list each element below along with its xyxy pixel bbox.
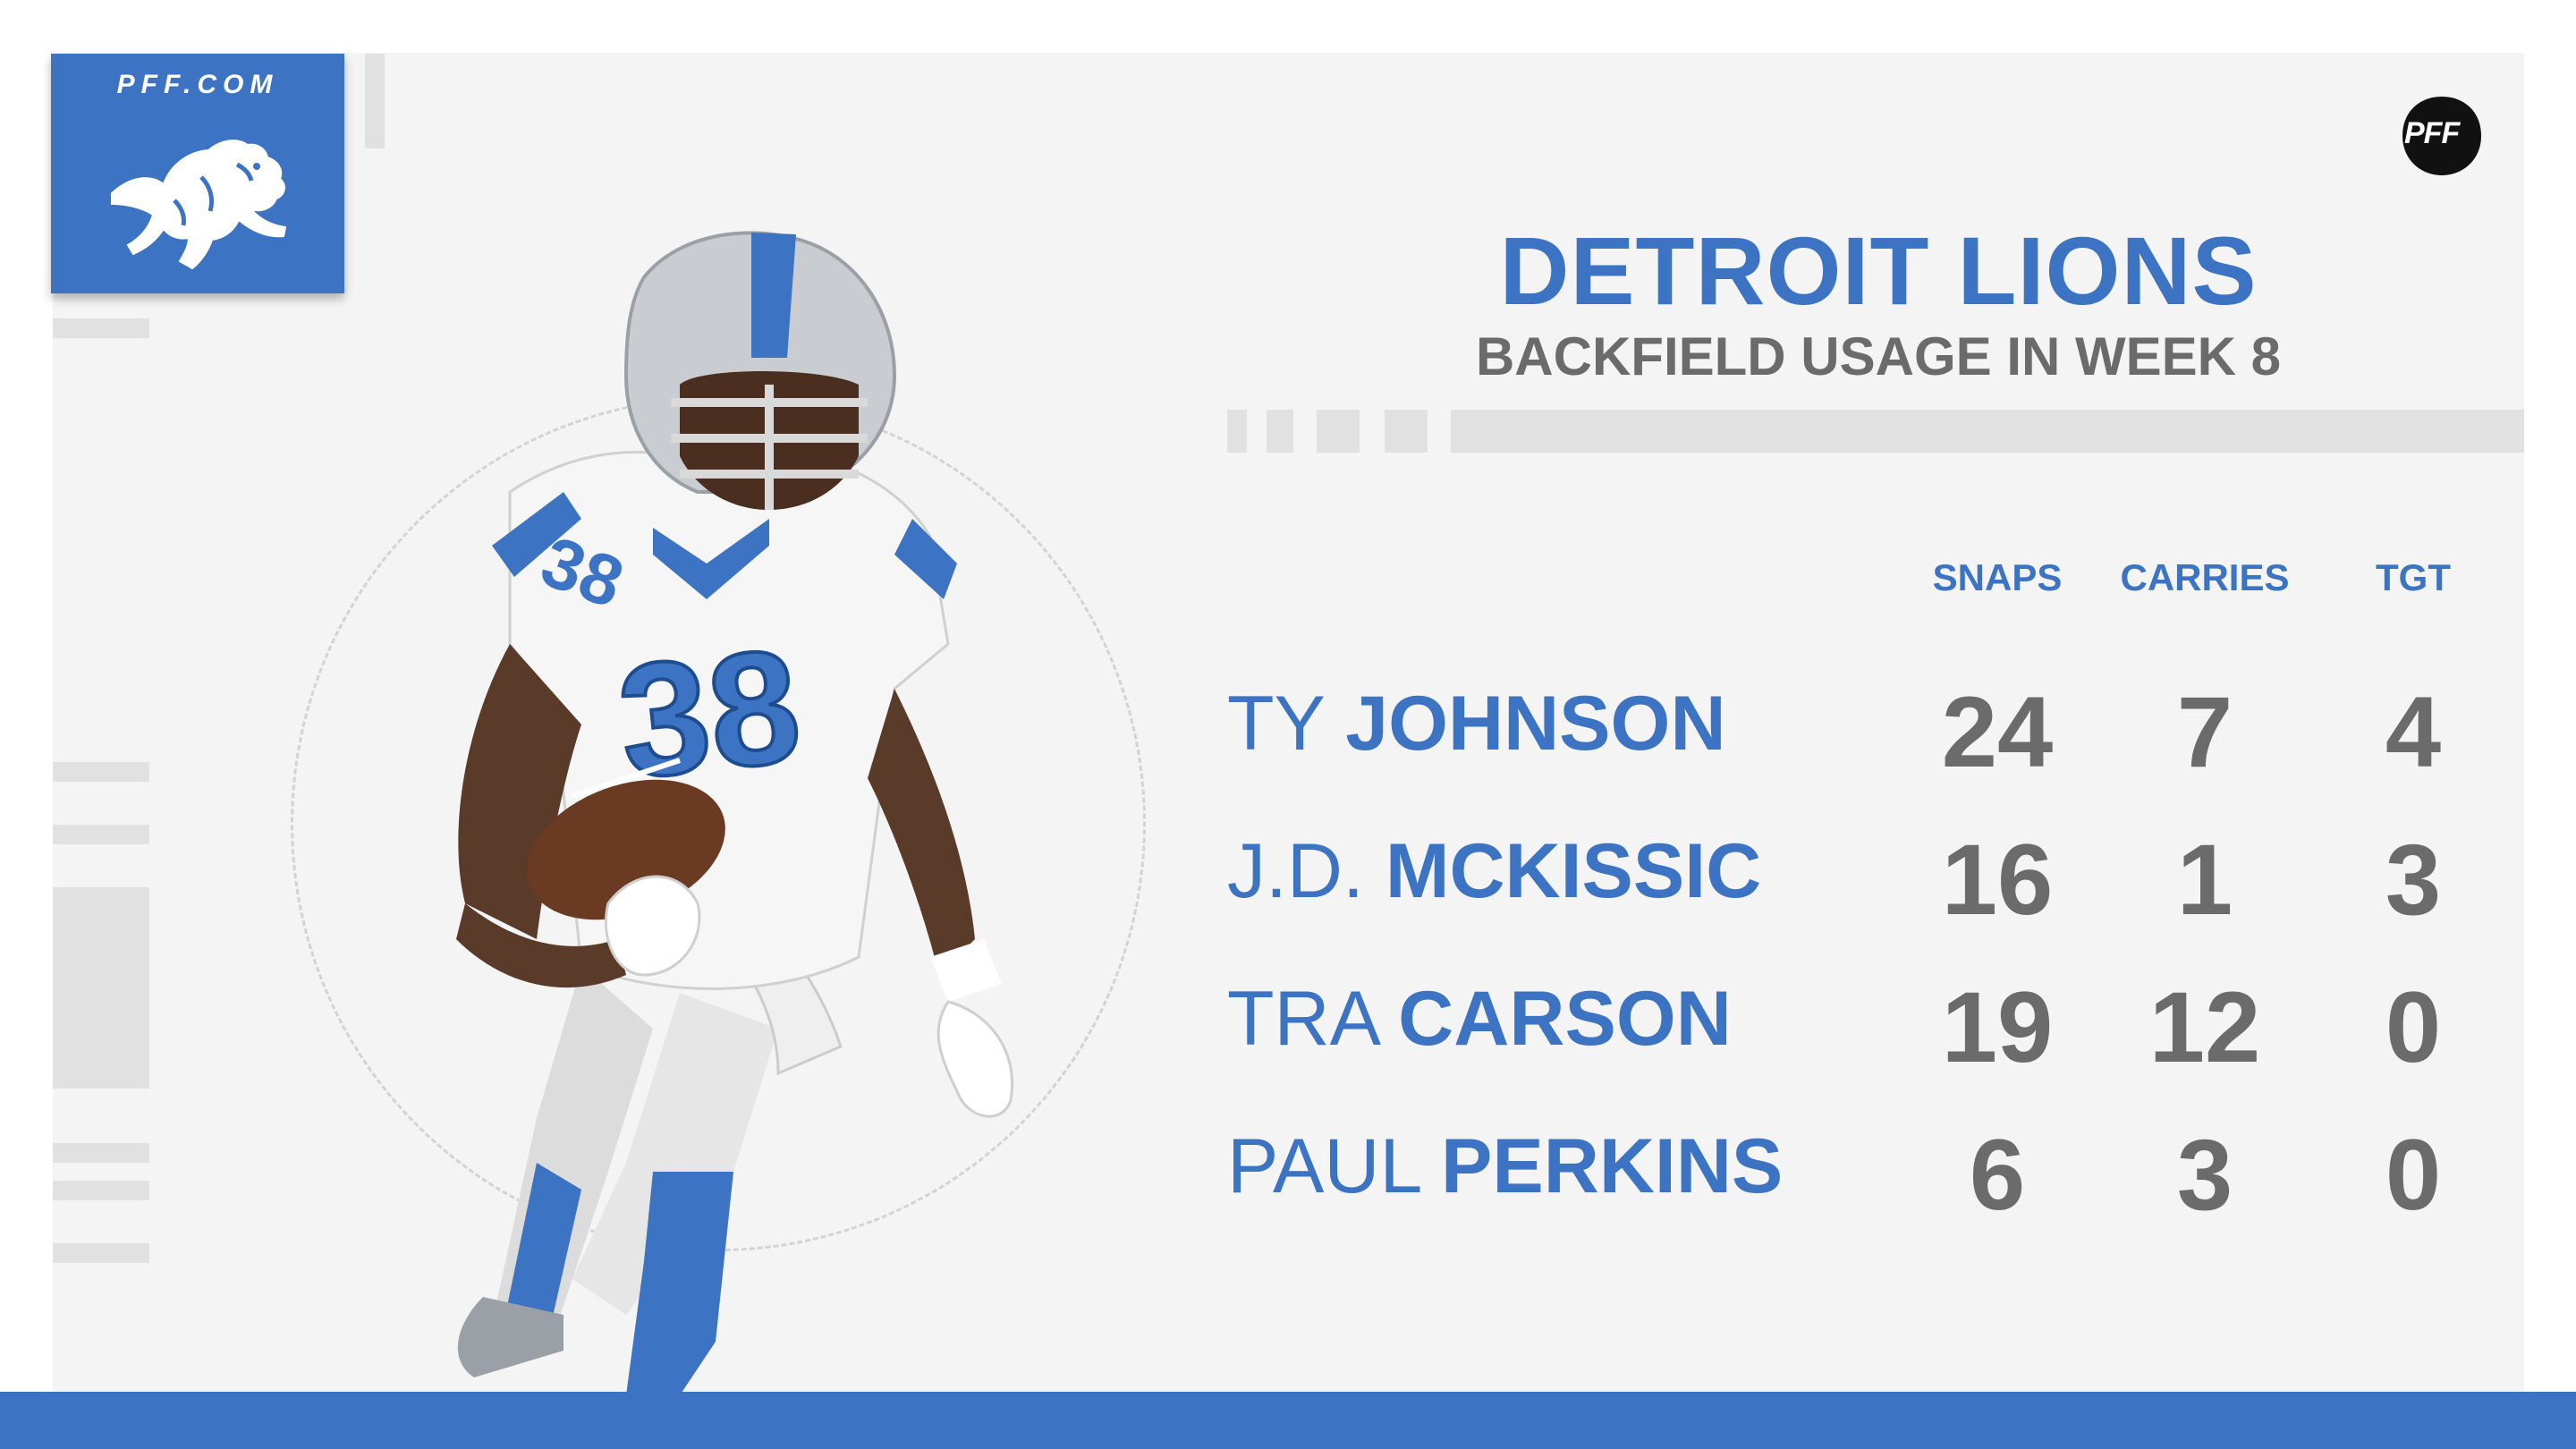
stat-tgt: 0 xyxy=(2385,1119,2442,1231)
stat-carries: 7 xyxy=(2176,676,2233,788)
decor-bar xyxy=(53,318,149,338)
stat-tgt: 3 xyxy=(2385,824,2442,936)
player-last-name: PERKINS xyxy=(1441,1123,1784,1209)
stat-snaps: 6 xyxy=(1969,1119,2026,1231)
decor-dash xyxy=(1317,410,1360,453)
decor-bar xyxy=(53,825,149,844)
page-subtitle: BACKFIELD USAGE IN WEEK 8 xyxy=(1475,326,2282,386)
decor-bar xyxy=(53,1143,149,1163)
column-header-carries: CARRIES xyxy=(2120,556,2290,598)
page-title: DETROIT LIONS xyxy=(1499,216,2258,325)
stat-carries: 3 xyxy=(2176,1119,2233,1231)
lion-icon xyxy=(111,140,287,270)
player-name: TRA CARSON xyxy=(1227,975,1732,1063)
bottom-bar xyxy=(0,1392,2576,1449)
player-first-name: J.D. xyxy=(1227,828,1364,914)
decor-dash xyxy=(1385,410,1428,453)
decor-bar xyxy=(53,887,149,1089)
decor-bar xyxy=(53,762,149,782)
stat-tgt: 4 xyxy=(2385,676,2442,788)
decor-bar xyxy=(53,1243,149,1263)
player-first-name: TY xyxy=(1227,681,1325,767)
stat-carries: 12 xyxy=(2148,971,2261,1083)
decor-divider xyxy=(1451,410,2524,453)
player-row: TY JOHNSON 24 7 4 xyxy=(1227,676,2497,788)
stat-snaps: 19 xyxy=(1941,971,2054,1083)
stat-tgt: 0 xyxy=(2385,971,2442,1083)
player-name: J.D. MCKISSIC xyxy=(1227,827,1761,916)
player-last-name: JOHNSON xyxy=(1345,681,1726,767)
player-last-name: MCKISSIC xyxy=(1385,828,1762,914)
running-back-player-icon: 38 38 xyxy=(456,231,1013,1395)
player-name: PAUL PERKINS xyxy=(1227,1123,1783,1211)
column-header-tgt: TGT xyxy=(2376,556,2451,598)
pff-badge-label: PFF xyxy=(2404,116,2460,150)
team-logo-box: PFF.COM xyxy=(51,54,344,293)
player-row: J.D. MCKISSIC 16 1 3 xyxy=(1227,824,2497,936)
player-row: TRA CARSON 19 12 0 xyxy=(1227,971,2497,1083)
decor-dash xyxy=(1267,410,1293,453)
player-last-name: CARSON xyxy=(1398,976,1732,1062)
stat-carries: 1 xyxy=(2176,824,2233,936)
player-row: PAUL PERKINS 6 3 0 xyxy=(1227,1119,2497,1231)
stat-snaps: 16 xyxy=(1941,824,2054,936)
player-first-name: TRA xyxy=(1227,976,1377,1062)
player-first-name: PAUL xyxy=(1227,1123,1420,1209)
column-header-snaps: SNAPS xyxy=(1932,556,2063,598)
stat-snaps: 24 xyxy=(1941,676,2054,788)
pff-badge-icon xyxy=(2402,97,2481,175)
player-name: TY JOHNSON xyxy=(1227,680,1726,768)
decor-bar xyxy=(53,1181,149,1200)
site-label: PFF.COM xyxy=(116,70,279,99)
pff-badge: PFF xyxy=(2399,93,2485,179)
decor-bar xyxy=(365,54,385,148)
decor-dash xyxy=(1227,410,1247,453)
